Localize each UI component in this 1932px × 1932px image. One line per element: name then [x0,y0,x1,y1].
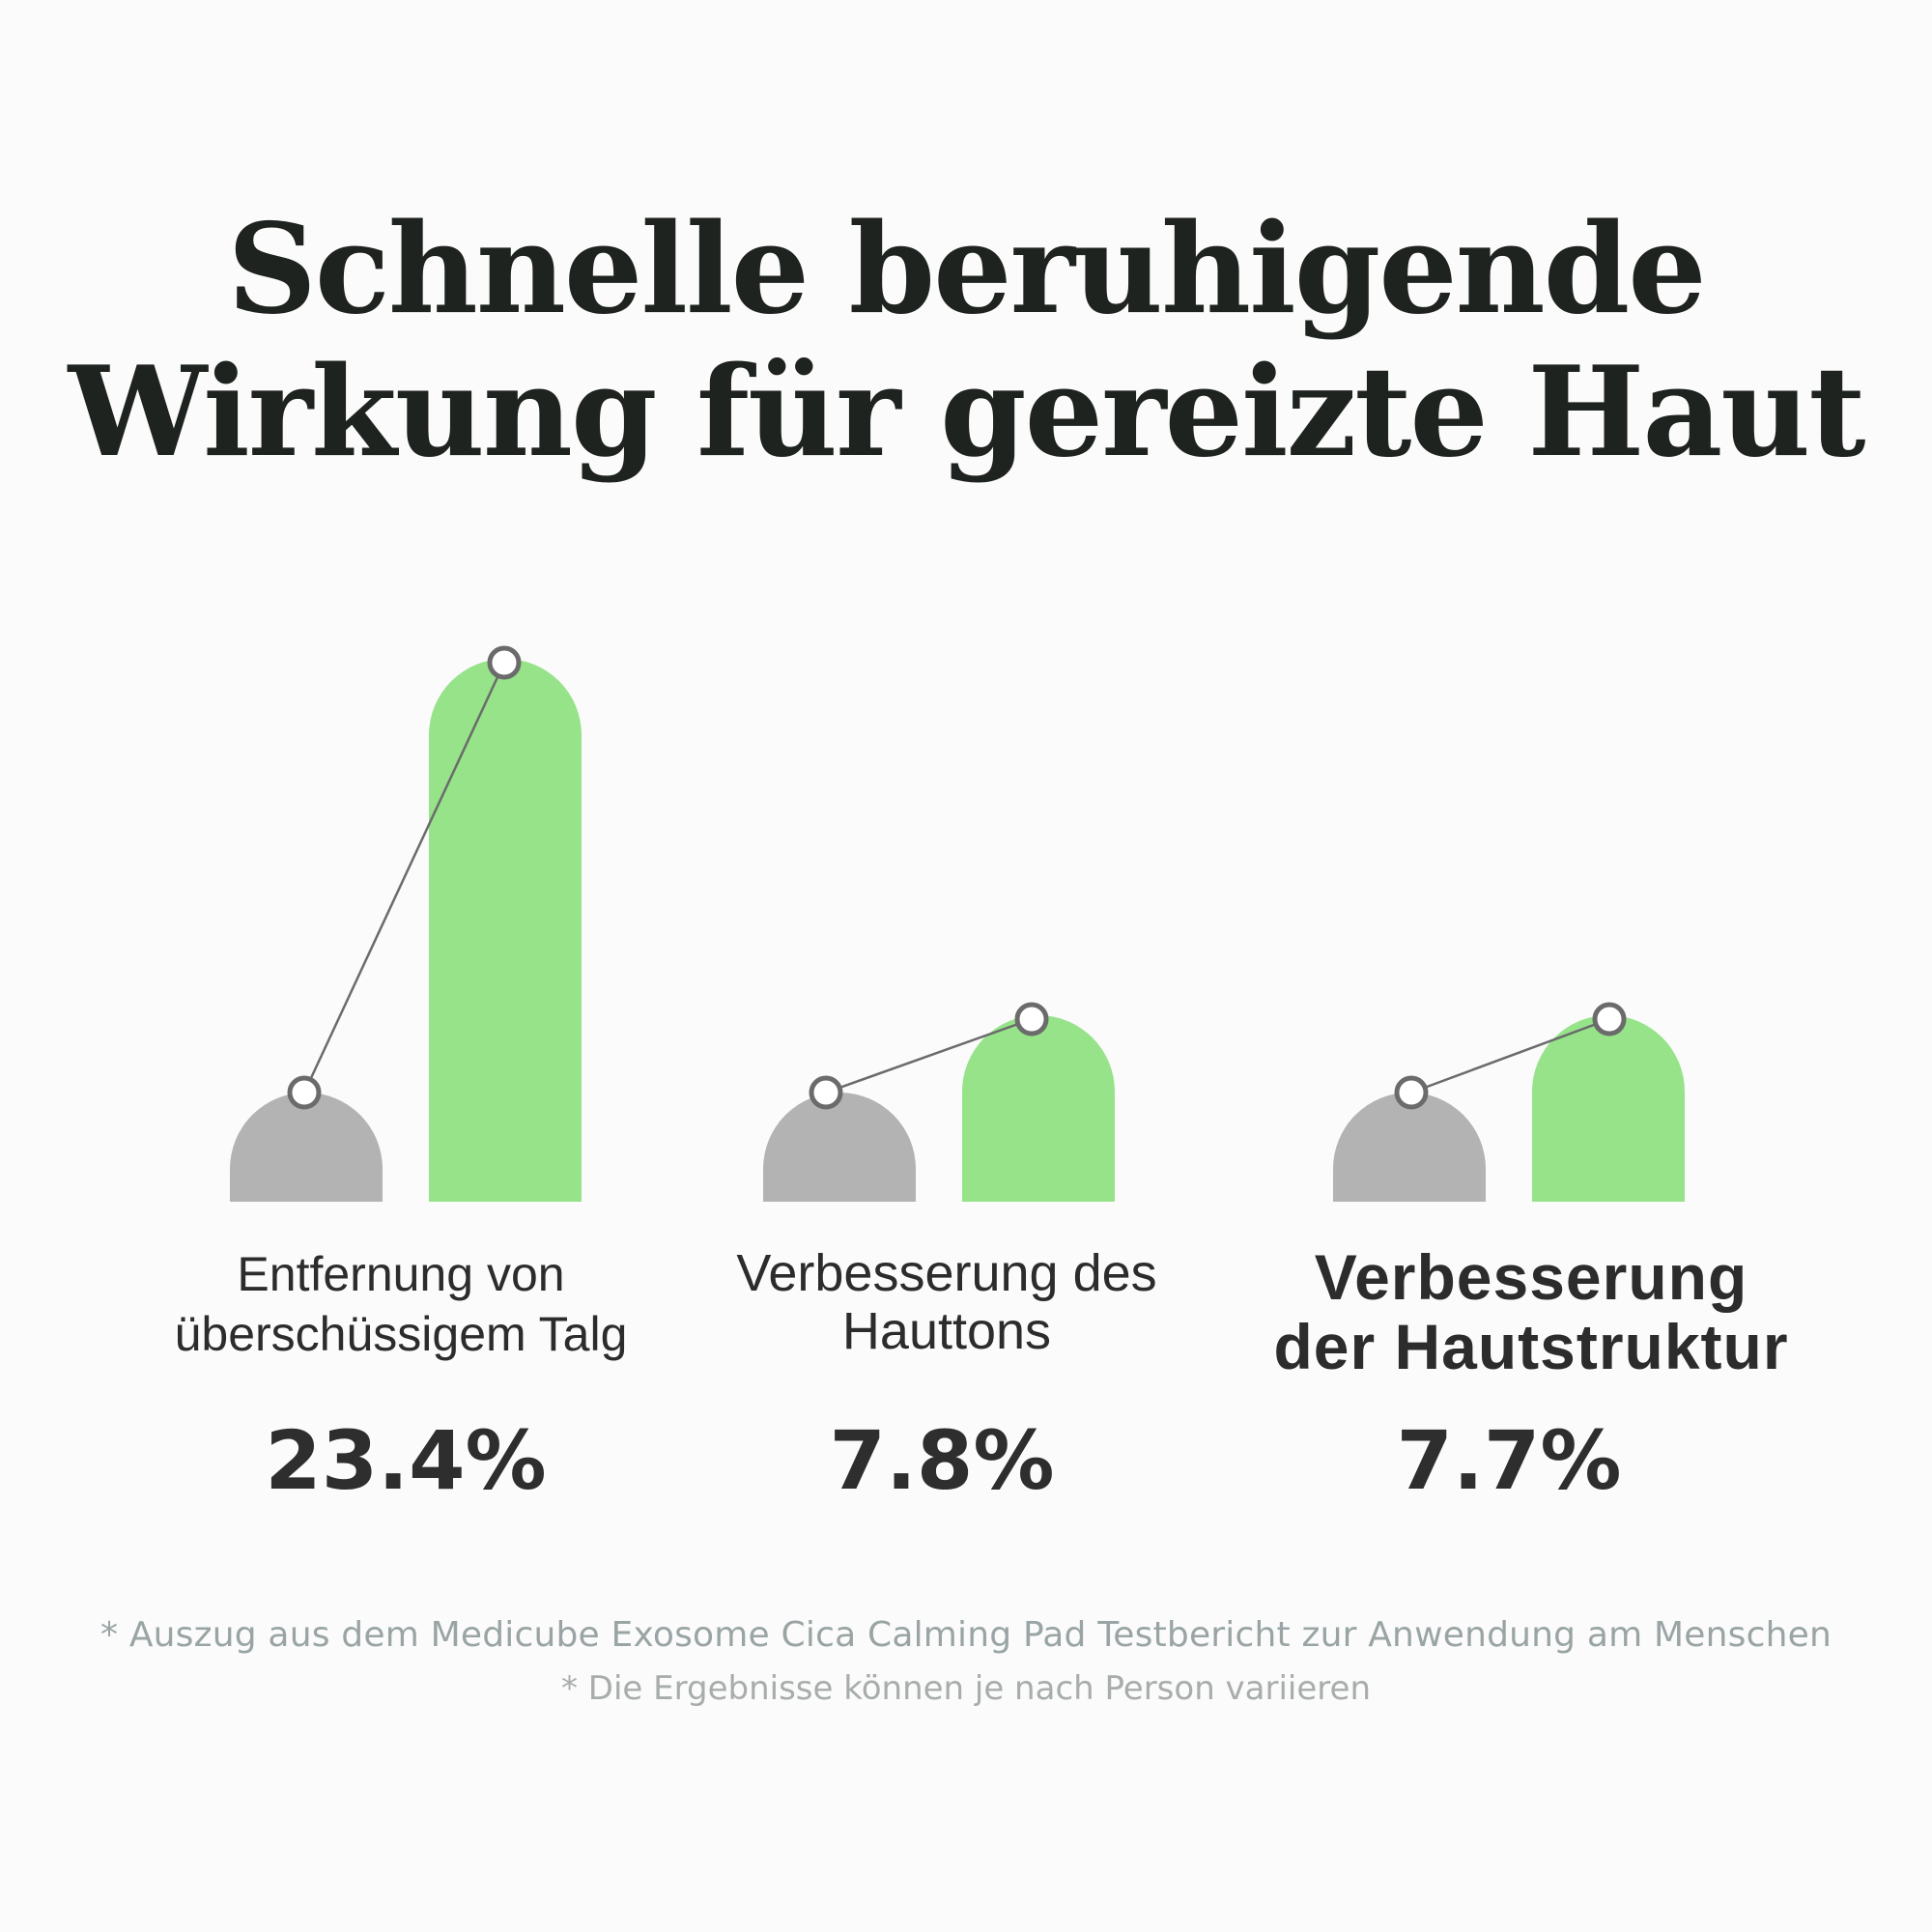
connector-line-hautstruktur [1410,1017,1610,1094]
category-label-hautton: Verbesserung des Hauttons [647,1244,1246,1360]
marker-before-hautstruktur [1394,1075,1429,1110]
category-label-hautton-line-2: Hauttons [841,1302,1052,1360]
page-title-line-1: Schnelle beruhigende [227,197,1706,342]
marker-after-talg [487,645,522,680]
marker-before-talg [287,1075,322,1110]
category-label-talg-line-2: überschüssigem Talg [174,1307,628,1361]
value-label-hautton: 7.8% [829,1413,1055,1508]
page-title: Schnelle beruhigende Wirkung für gereizt… [0,198,1932,484]
page-title-line-2: Wirkung für gereizte Haut [68,340,1866,485]
footnote-disclaimer: * Die Ergebnisse können je nach Person v… [560,1669,1371,1708]
marker-after-hautton [1014,1002,1049,1037]
footnote-source: * Auszug aus dem Medicube Exosome Cica C… [99,1615,1832,1655]
category-label-hautton-line-1: Verbesserung des [736,1244,1157,1302]
category-label-talg: Entfernung von überschüssigem Talg [97,1244,705,1364]
bar-before-talg [230,1093,383,1202]
connector-line-talg [302,662,506,1094]
category-label-hautstruktur-line-2: der Hautstruktur [1273,1311,1789,1382]
bar-after-hautstruktur [1532,1015,1685,1202]
connector-line-hautton [825,1017,1033,1094]
bar-after-hautton [962,1015,1115,1202]
category-label-hautstruktur-line-1: Verbesserung [1314,1241,1748,1313]
value-label-hautstruktur: 7.7% [1396,1413,1622,1508]
value-label-talg: 23.4% [265,1413,547,1508]
marker-after-hautstruktur [1592,1002,1627,1037]
bar-before-hautton [763,1093,916,1202]
category-label-hautstruktur: Verbesserung der Hautstruktur [1217,1242,1845,1381]
category-label-talg-line-1: Entfernung von [237,1247,565,1301]
bar-after-talg [429,659,582,1202]
marker-before-hautton [809,1075,843,1110]
bar-before-hautstruktur [1333,1093,1486,1202]
